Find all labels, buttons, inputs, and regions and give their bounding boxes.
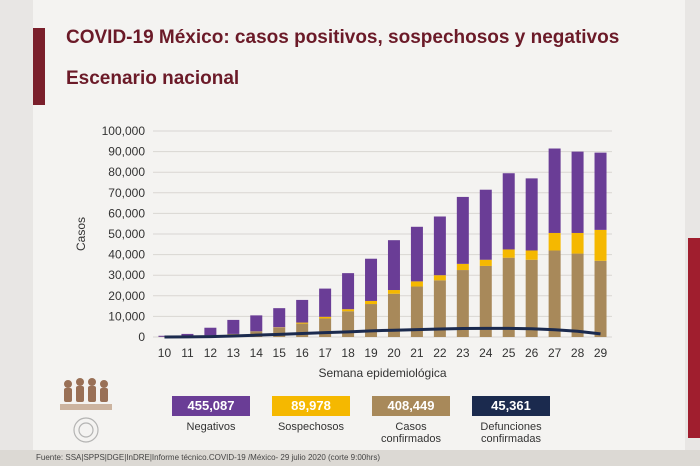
x-tick-label: 13 <box>227 346 241 360</box>
x-tick-label: 24 <box>479 346 493 360</box>
slide-title: COVID-19 México: casos positivos, sospec… <box>66 27 620 48</box>
bar-sospechosos <box>456 263 469 271</box>
bar-sospechosos <box>502 249 515 258</box>
y-tick-label: 70,000 <box>108 186 145 200</box>
y-tick-label: 80,000 <box>108 165 145 179</box>
y-tick-label: 40,000 <box>108 248 145 262</box>
bar-confirmados <box>571 253 584 337</box>
line-defunciones <box>164 326 601 339</box>
bar-negativos <box>273 308 286 328</box>
bar-negativos <box>342 273 355 310</box>
bar-negativos <box>250 315 263 332</box>
bar-negativos <box>525 178 538 251</box>
legend-negativos: 455,087 Negativos <box>169 396 253 433</box>
y-tick-label: 100,000 <box>102 124 146 138</box>
x-tick-label: 25 <box>502 346 516 360</box>
bar-negativos <box>296 299 309 323</box>
x-axis-label: Semana epidemiológica <box>318 366 446 380</box>
x-tick-label: 28 <box>571 346 585 360</box>
bar-confirmados <box>433 280 446 337</box>
x-tick-label: 19 <box>364 346 378 360</box>
bar-confirmados <box>456 270 469 337</box>
legend-defunciones: 45,361 Defunciones confirmadas <box>469 396 553 445</box>
bar-sospechosos <box>296 322 309 324</box>
x-tick-label: 11 <box>181 346 194 360</box>
bar-confirmados <box>365 304 378 337</box>
legend-sospechosos-value: 89,978 <box>272 396 350 416</box>
x-tick-label: 23 <box>456 346 470 360</box>
bar-confirmados <box>479 265 492 337</box>
bar-confirmados <box>273 327 286 337</box>
bar-sospechosos <box>594 229 607 261</box>
legend-sospechosos: 89,978 Sospechosos <box>269 396 353 433</box>
x-tick-label: 15 <box>273 346 287 360</box>
bar-sospechosos <box>387 290 400 294</box>
slide-subtitle: Escenario nacional <box>66 68 240 89</box>
legend-negativos-value: 455,087 <box>172 396 250 416</box>
x-tick-label: 26 <box>525 346 539 360</box>
bar-sospechosos <box>342 309 355 312</box>
bar-confirmados <box>410 286 423 337</box>
legend-confirmados: 408,449 Casos confirmados <box>369 396 453 445</box>
x-tick-label: 27 <box>548 346 562 360</box>
bar-negativos <box>365 258 378 301</box>
x-tick-label: 10 <box>158 346 172 360</box>
y-tick-label: 60,000 <box>108 206 145 220</box>
accent-bar-left <box>33 28 45 105</box>
bar-negativos <box>204 327 217 336</box>
x-tick-label: 12 <box>204 346 218 360</box>
x-tick-label: 21 <box>410 346 424 360</box>
footer-source: Fuente: SSA|SPPS|DGE|InDRE|Informe técni… <box>36 453 381 462</box>
x-tick-label: 17 <box>318 346 332 360</box>
legend-confirmados-label: Casos confirmados <box>381 421 441 445</box>
y-tick-label: 30,000 <box>108 268 145 282</box>
x-tick-label: 22 <box>433 346 447 360</box>
legend-negativos-label: Negativos <box>186 421 236 433</box>
x-tick-label: 14 <box>250 346 264 360</box>
bar-sospechosos <box>410 281 423 287</box>
bar-negativos <box>181 333 194 337</box>
bar-negativos <box>571 151 584 233</box>
y-tick-label: 90,000 <box>108 145 145 159</box>
bar-sospechosos <box>433 275 446 281</box>
x-tick-label: 18 <box>341 346 355 360</box>
legend-confirmados-value: 408,449 <box>372 396 450 416</box>
y-tick-label: 10,000 <box>108 309 145 323</box>
bar-negativos <box>456 196 469 264</box>
government-emblem-icon <box>60 378 112 443</box>
bar-negativos <box>433 216 446 276</box>
bar-sospechosos <box>319 316 332 319</box>
x-tick-label: 16 <box>295 346 309 360</box>
y-axis-label: Casos <box>74 217 88 251</box>
bar-confirmados <box>525 259 538 337</box>
bar-confirmados <box>502 257 515 337</box>
y-tick-label: 20,000 <box>108 289 145 303</box>
bar-sospechosos <box>525 250 538 260</box>
bar-negativos <box>594 152 607 230</box>
x-tick-label: 29 <box>594 346 608 360</box>
y-tick-label: 0 <box>138 330 145 344</box>
bar-sospechosos <box>548 232 561 251</box>
accent-bar-right <box>688 238 700 438</box>
legend-sospechosos-label: Sospechosos <box>277 421 345 433</box>
bar-negativos <box>479 189 492 260</box>
bar-confirmados <box>594 260 607 337</box>
bar-confirmados <box>387 293 400 337</box>
footer-bar <box>0 450 700 466</box>
bar-confirmados <box>548 250 561 337</box>
bar-sospechosos <box>571 232 584 254</box>
bar-negativos <box>227 319 240 334</box>
bar-negativos <box>387 240 400 291</box>
x-tick-label: 20 <box>387 346 401 360</box>
legend-defunciones-label: Defunciones confirmadas <box>480 421 542 445</box>
bar-negativos <box>319 288 332 317</box>
bar-negativos <box>502 173 515 250</box>
bar-negativos <box>410 226 423 282</box>
legend-defunciones-value: 45,361 <box>472 396 550 416</box>
bar-sospechosos <box>365 300 378 305</box>
bar-sospechosos <box>479 259 492 266</box>
y-tick-label: 50,000 <box>108 227 145 241</box>
bar-negativos <box>548 148 561 233</box>
